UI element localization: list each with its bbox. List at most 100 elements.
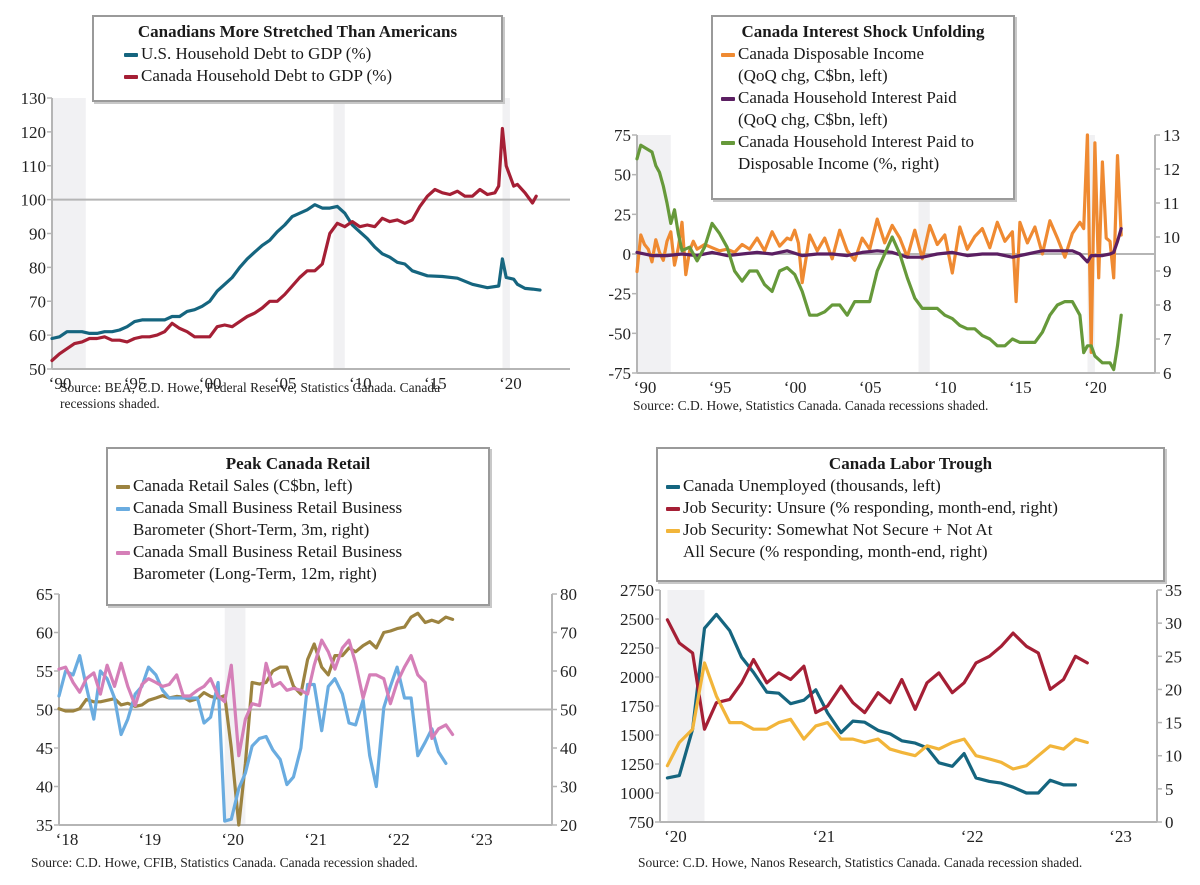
y-tick-label: 120 bbox=[21, 123, 47, 142]
series-line-2 bbox=[57, 654, 448, 823]
y-right-tick-label: 0 bbox=[1165, 813, 1174, 832]
chart-1: 50 60 70 80 90 100 110 120 130 ‘90 ‘95 ‘00 ‘05 ‘10 ‘15… bbox=[21, 89, 570, 411]
legend-swatch bbox=[124, 53, 138, 57]
y-tick-label: 1500 bbox=[620, 726, 654, 745]
legend-label: Canada Unemployed (thousands, left) bbox=[683, 476, 941, 495]
recession-shading bbox=[667, 590, 705, 822]
legend-item: U.S. Household Debt to GDP (%) bbox=[102, 43, 493, 65]
y-tick-label: 80 bbox=[29, 258, 46, 277]
y-tick-label: 40 bbox=[36, 778, 53, 797]
y-tick-label: 55 bbox=[36, 662, 53, 681]
x-tick-label: ‘20 bbox=[664, 827, 687, 846]
y-tick-label: 1000 bbox=[620, 784, 654, 803]
y-tick-label: 0 bbox=[623, 245, 632, 264]
y-right-tick-label: 50 bbox=[560, 701, 577, 720]
x-tick-label: ‘10 bbox=[349, 374, 372, 393]
legend-label: Canada Retail Sales (C$bn, left) bbox=[133, 476, 353, 495]
source-note: Source: C.D. Howe, CFIB, Statistics Cana… bbox=[31, 855, 418, 870]
y-right-tick-label: 10 bbox=[1165, 747, 1182, 766]
series-line-3 bbox=[635, 143, 1123, 372]
chart2-title: Canada Interest Shock Unfolding bbox=[741, 22, 985, 41]
chart4-title: Canada Labor Trough bbox=[828, 454, 993, 473]
series-line-1 bbox=[665, 612, 1077, 795]
x-tick-label: ‘95 bbox=[709, 378, 732, 397]
legend-item: Canada Household Debt to GDP (%) bbox=[102, 65, 493, 87]
y-right-tick-label: 6 bbox=[1163, 364, 1172, 383]
y-right-tick-label: 80 bbox=[560, 585, 577, 604]
source-note: Source: C.D. Howe, Nanos Research, Stati… bbox=[638, 855, 1082, 870]
y-right-tick-label: 20 bbox=[1165, 680, 1182, 699]
x-tick-label: ‘20 bbox=[499, 374, 522, 393]
legend-item: Canada Disposable Income (QoQ chg, C$bn, … bbox=[721, 43, 1005, 87]
y-right-tick-label: 11 bbox=[1163, 194, 1179, 213]
legend-label: Job Security: Somewhat Not Secure + Not … bbox=[683, 520, 993, 561]
legend-label: Canada Small Business Retail Business Bar… bbox=[133, 542, 403, 583]
chart2-legend: Canada Interest Shock Unfolding Canada D… bbox=[711, 15, 1015, 200]
series-line-1 bbox=[50, 203, 542, 341]
y-right-tick-label: 35 bbox=[1165, 581, 1182, 600]
legend-swatch bbox=[721, 53, 735, 57]
x-tick-label: ‘05 bbox=[274, 374, 297, 393]
x-tick-label: ‘22 bbox=[387, 830, 410, 849]
chart-3: 35 40 45 50 55 60 65 20 30 40 50 60 70 80 ‘18 ‘19 ‘20 ‘21… bbox=[31, 585, 577, 870]
y-tick-label: 75 bbox=[614, 126, 631, 145]
legend-swatch bbox=[116, 485, 130, 489]
legend-label: Canada Small Business Retail Business Bar… bbox=[133, 498, 403, 539]
y-tick-label: 130 bbox=[21, 89, 47, 108]
legend-swatch bbox=[116, 551, 130, 555]
chart-4: 750 1000 1250 1500 1750 2000 2250 2500 2750 0 5 10 1… bbox=[620, 581, 1182, 870]
chart4-legend: Canada Labor Trough Canada Unemployed (t… bbox=[656, 447, 1165, 582]
legend-item: Canada Small Business Retail Business Bar… bbox=[116, 497, 480, 541]
x-tick-label: ‘23 bbox=[470, 830, 493, 849]
x-tick-label: ‘05 bbox=[859, 378, 882, 397]
x-tick-label: ‘18 bbox=[56, 830, 79, 849]
y-tick-label: 1750 bbox=[620, 697, 654, 716]
x-tick-label: ‘22 bbox=[961, 827, 984, 846]
y-right-tick-label: 8 bbox=[1163, 296, 1172, 315]
series-line-2 bbox=[665, 618, 1089, 731]
series-line-3 bbox=[57, 638, 455, 758]
source-note: Source: C.D. Howe, Statistics Canada. Ca… bbox=[633, 398, 988, 413]
x-tick-label: ‘00 bbox=[199, 374, 222, 393]
y-tick-label: -50 bbox=[608, 324, 631, 343]
source-note: Source: BEA, C.D. Howe, Federal Reserve,… bbox=[60, 380, 440, 395]
y-right-tick-label: 10 bbox=[1163, 228, 1180, 247]
chart1-legend: Canadians More Stretched Than Americans … bbox=[92, 15, 503, 102]
y-tick-label: 1250 bbox=[620, 755, 654, 774]
chart3-legend: Peak Canada Retail Canada Retail Sales (… bbox=[106, 447, 490, 606]
recession-shading bbox=[502, 98, 510, 369]
y-right-tick-label: 70 bbox=[560, 624, 577, 643]
recession-shading bbox=[333, 98, 345, 369]
chart-2: -75 -50 -25 0 25 50 75 6 7 8 9 10 11 12 13 ‘90 ‘95 ‘00 ‘05… bbox=[608, 126, 1180, 413]
x-tick-label: ‘00 bbox=[784, 378, 807, 397]
x-tick-label: ‘15 bbox=[424, 374, 447, 393]
legend-swatch bbox=[721, 97, 735, 101]
y-right-tick-label: 20 bbox=[560, 816, 577, 835]
x-tick-label: ‘15 bbox=[1009, 378, 1032, 397]
source-note: recessions shaded. bbox=[60, 396, 160, 411]
x-tick-label: ‘21 bbox=[812, 827, 835, 846]
y-tick-label: 60 bbox=[36, 624, 53, 643]
y-tick-label: -75 bbox=[608, 364, 631, 383]
x-tick-label: ‘21 bbox=[304, 830, 327, 849]
legend-label: Canada Household Debt to GDP (%) bbox=[141, 66, 393, 85]
x-tick-label: ‘20 bbox=[221, 830, 244, 849]
y-right-tick-label: 9 bbox=[1163, 262, 1172, 281]
legend-item: Canada Unemployed (thousands, left) bbox=[666, 475, 1155, 497]
y-right-tick-label: 7 bbox=[1163, 330, 1172, 349]
y-tick-label: 2750 bbox=[620, 581, 654, 600]
series-line-1 bbox=[57, 611, 455, 827]
y-tick-label: 45 bbox=[36, 739, 53, 758]
y-right-tick-label: 13 bbox=[1163, 126, 1180, 145]
y-tick-label: 60 bbox=[29, 326, 46, 345]
recession-shading bbox=[52, 98, 86, 369]
x-tick-label: ‘10 bbox=[934, 378, 957, 397]
legend-label: Canada Household Interest Paid (QoQ chg, … bbox=[738, 88, 957, 129]
y-right-tick-label: 25 bbox=[1165, 647, 1182, 666]
y-right-tick-label: 5 bbox=[1165, 780, 1174, 799]
legend-swatch bbox=[721, 141, 735, 145]
legend-swatch bbox=[666, 507, 680, 511]
series-line-3 bbox=[665, 661, 1089, 771]
y-tick-label: 2250 bbox=[620, 639, 654, 658]
